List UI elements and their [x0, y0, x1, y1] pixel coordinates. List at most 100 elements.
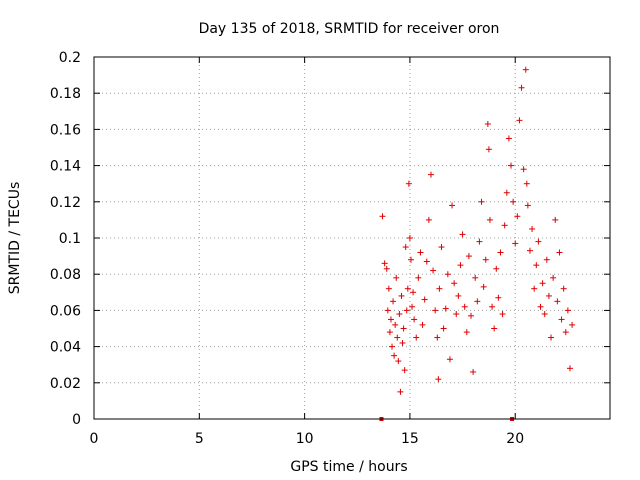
data-point: [510, 198, 517, 205]
data-point: [524, 202, 531, 209]
data-point: [566, 365, 573, 372]
data-point: [543, 256, 550, 263]
data-point: [484, 120, 491, 127]
data-point: [552, 216, 559, 223]
data-point: [435, 376, 442, 383]
data-point: [461, 303, 468, 310]
y-tick-label: 0.02: [50, 376, 81, 392]
data-point: [434, 334, 441, 341]
data-point: [539, 280, 546, 287]
y-tick-label: 0.2: [59, 50, 81, 66]
data-point: [476, 238, 483, 245]
data-point: [550, 274, 557, 281]
data-point: [419, 321, 426, 328]
y-tick-label: 0.06: [50, 303, 81, 319]
data-point: [402, 244, 409, 251]
data-point: [403, 307, 410, 314]
data-point: [541, 311, 548, 318]
data-point: [405, 180, 412, 187]
data-point: [444, 271, 451, 278]
data-point: [467, 312, 474, 319]
data-point: [389, 343, 396, 350]
data-point: [495, 294, 502, 301]
data-point: [463, 329, 470, 336]
data-point: [560, 285, 567, 292]
data-point: [413, 334, 420, 341]
data-point: [417, 249, 424, 256]
data-point: [451, 280, 458, 287]
data-point: [436, 285, 443, 292]
data-point: [545, 292, 552, 299]
data-point: [486, 216, 493, 223]
y-tick-label: 0.08: [50, 267, 81, 283]
data-point: [564, 307, 571, 314]
data-point: [384, 307, 391, 314]
data-point: [410, 289, 417, 296]
data-point: [499, 311, 506, 318]
data-point: [459, 231, 466, 238]
data-point: [508, 162, 515, 169]
x-axis-title: GPS time / hours: [290, 459, 407, 475]
data-point: [391, 352, 398, 359]
y-tick-label: 0.14: [50, 159, 81, 175]
data-point: [482, 256, 489, 263]
data-point: [453, 311, 460, 318]
data-point: [401, 367, 408, 374]
data-point: [392, 321, 399, 328]
data-point: [397, 388, 404, 395]
data-point: [497, 249, 504, 256]
tick-labels: 0 0.02 0.04 0.06 0.08 0.1 0.12 0.14 0.16 0.18 0.2 0…: [50, 50, 524, 447]
x-tick-label: 0: [90, 431, 99, 447]
data-point: [485, 146, 492, 153]
data-point: [383, 265, 390, 272]
data-point: [501, 222, 508, 229]
data-point: [465, 253, 472, 260]
data-point: [398, 292, 405, 299]
data-point: [533, 262, 540, 269]
data-point: [493, 265, 500, 272]
data-point: [523, 180, 530, 187]
data-point: [457, 262, 464, 269]
data-point: [535, 238, 542, 245]
data-point: [423, 258, 430, 265]
data-point: [396, 311, 403, 318]
data-point: [407, 256, 414, 263]
data-point: [474, 298, 481, 305]
data-point: [562, 329, 569, 336]
data-point: [432, 307, 439, 314]
data-point: [518, 84, 525, 91]
x-tick-label: 10: [296, 431, 314, 447]
data-point: [526, 247, 533, 254]
x-tick-label: 20: [506, 431, 524, 447]
data-point: [425, 216, 432, 223]
data-point: [449, 202, 456, 209]
data-point: [411, 316, 418, 323]
y-tick-label: 0: [72, 412, 81, 428]
data-point: [387, 316, 394, 323]
data-point: [427, 171, 434, 178]
data-point: [505, 135, 512, 142]
data-point: [455, 292, 462, 299]
data-point: [537, 303, 544, 310]
chart-title: Day 135 of 2018, SRMTID for receiver oro…: [199, 21, 500, 37]
data-point: [404, 285, 411, 292]
data-point: [440, 325, 447, 332]
data-point: [556, 249, 563, 256]
data-point: [554, 298, 561, 305]
data-point: [399, 339, 406, 346]
data-point: [415, 274, 422, 281]
data-point: [400, 325, 407, 332]
data-point: [472, 274, 479, 281]
data-point: [520, 166, 527, 173]
data-point: [478, 198, 485, 205]
data-point: [503, 189, 510, 196]
data-point: [390, 298, 397, 305]
y-tick-label: 0.12: [50, 195, 81, 211]
data-point: [394, 334, 401, 341]
data-points: [379, 66, 576, 421]
data-point: [393, 274, 400, 281]
data-point: [531, 285, 538, 292]
data-point: [386, 329, 393, 336]
